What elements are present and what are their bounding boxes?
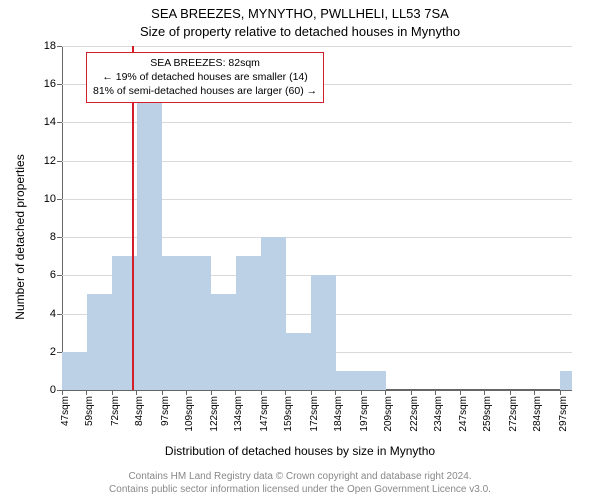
x-tickmark — [285, 390, 286, 395]
annotation-box: SEA BREEZES: 82sqm← 19% of detached hous… — [86, 52, 324, 103]
x-tickmark — [534, 390, 535, 395]
title-subtitle: Size of property relative to detached ho… — [0, 24, 600, 39]
x-tick-label: 72sqm — [110, 396, 121, 426]
y-axis-line — [62, 46, 63, 390]
y-axis-label: Number of detached properties — [13, 137, 27, 337]
x-tick-label: 184sqm — [333, 396, 344, 432]
x-tickmark — [510, 390, 511, 395]
x-axis-label: Distribution of detached houses by size … — [0, 444, 600, 458]
x-tickmark — [484, 390, 485, 395]
x-tick-label: 297sqm — [558, 396, 569, 432]
x-tick-label: 47sqm — [60, 396, 71, 426]
histogram-bar — [87, 294, 112, 390]
footer-line1: Contains HM Land Registry data © Crown c… — [0, 470, 600, 483]
y-tick-label: 8 — [50, 231, 56, 243]
y-tickmark — [57, 161, 62, 162]
x-tick-label: 247sqm — [458, 396, 469, 432]
x-tick-label: 222sqm — [409, 396, 420, 432]
x-tickmark — [136, 390, 137, 395]
title-address: SEA BREEZES, MYNYTHO, PWLLHELI, LL53 7SA — [0, 6, 600, 21]
y-tickmark — [57, 314, 62, 315]
x-tick-label: 197sqm — [359, 396, 370, 432]
y-tickmark — [57, 199, 62, 200]
histogram-bar — [286, 333, 311, 390]
annotation-line2: ← 19% of detached houses are smaller (14… — [93, 70, 317, 84]
y-tick-label: 12 — [44, 155, 56, 167]
y-tick-label: 18 — [44, 40, 56, 52]
histogram-bar — [162, 256, 187, 390]
x-tick-label: 59sqm — [84, 396, 95, 426]
x-tickmark — [261, 390, 262, 395]
histogram-bar — [560, 371, 572, 390]
histogram-bar — [261, 237, 286, 390]
y-tickmark — [57, 237, 62, 238]
histogram-bar — [336, 371, 361, 390]
histogram-bar — [311, 275, 336, 390]
y-tick-label: 16 — [44, 78, 56, 90]
x-tickmark — [235, 390, 236, 395]
y-tick-label: 14 — [44, 116, 56, 128]
footer-line2: Contains public sector information licen… — [0, 483, 600, 496]
x-tick-label: 147sqm — [259, 396, 270, 432]
y-tickmark — [57, 84, 62, 85]
x-tick-label: 234sqm — [433, 396, 444, 432]
x-tick-label: 122sqm — [209, 396, 220, 432]
footer-attribution: Contains HM Land Registry data © Crown c… — [0, 470, 600, 496]
histogram-bar — [62, 352, 87, 390]
plot-area: 02468101214161847sqm59sqm72sqm84sqm97sqm… — [62, 46, 572, 390]
x-tickmark — [86, 390, 87, 395]
x-tick-label: 84sqm — [134, 396, 145, 426]
x-tick-label: 209sqm — [383, 396, 394, 432]
chart-container: SEA BREEZES, MYNYTHO, PWLLHELI, LL53 7SA… — [0, 0, 600, 500]
y-tick-label: 0 — [50, 384, 56, 396]
histogram-bar — [361, 371, 386, 390]
x-tick-label: 284sqm — [532, 396, 543, 432]
x-tickmark — [311, 390, 312, 395]
histogram-bar — [236, 256, 261, 390]
x-tick-label: 159sqm — [283, 396, 294, 432]
x-tickmark — [435, 390, 436, 395]
y-tick-label: 2 — [50, 346, 56, 358]
histogram-bar — [137, 103, 162, 390]
x-tickmark — [560, 390, 561, 395]
annotation-line1: SEA BREEZES: 82sqm — [93, 56, 317, 70]
gridline — [62, 46, 572, 47]
gridline — [62, 390, 572, 391]
y-tickmark — [57, 122, 62, 123]
x-tickmark — [385, 390, 386, 395]
x-tick-label: 134sqm — [233, 396, 244, 432]
x-tickmark — [411, 390, 412, 395]
x-tickmark — [162, 390, 163, 395]
y-tick-label: 10 — [44, 193, 56, 205]
x-tickmark — [460, 390, 461, 395]
y-tickmark — [57, 46, 62, 47]
y-tick-label: 6 — [50, 269, 56, 281]
histogram-bar — [211, 294, 236, 390]
x-tick-label: 172sqm — [309, 396, 320, 432]
histogram-bar — [187, 256, 212, 390]
y-tickmark — [57, 275, 62, 276]
x-tick-label: 259sqm — [482, 396, 493, 432]
x-tickmark — [335, 390, 336, 395]
x-tickmark — [186, 390, 187, 395]
y-tick-label: 4 — [50, 308, 56, 320]
annotation-line3: 81% of semi-detached houses are larger (… — [93, 84, 317, 98]
x-tickmark — [211, 390, 212, 395]
x-tickmark — [361, 390, 362, 395]
x-tick-label: 97sqm — [160, 396, 171, 426]
x-tick-label: 272sqm — [508, 396, 519, 432]
x-tickmark — [62, 390, 63, 395]
x-tick-label: 109sqm — [184, 396, 195, 432]
x-tickmark — [112, 390, 113, 395]
